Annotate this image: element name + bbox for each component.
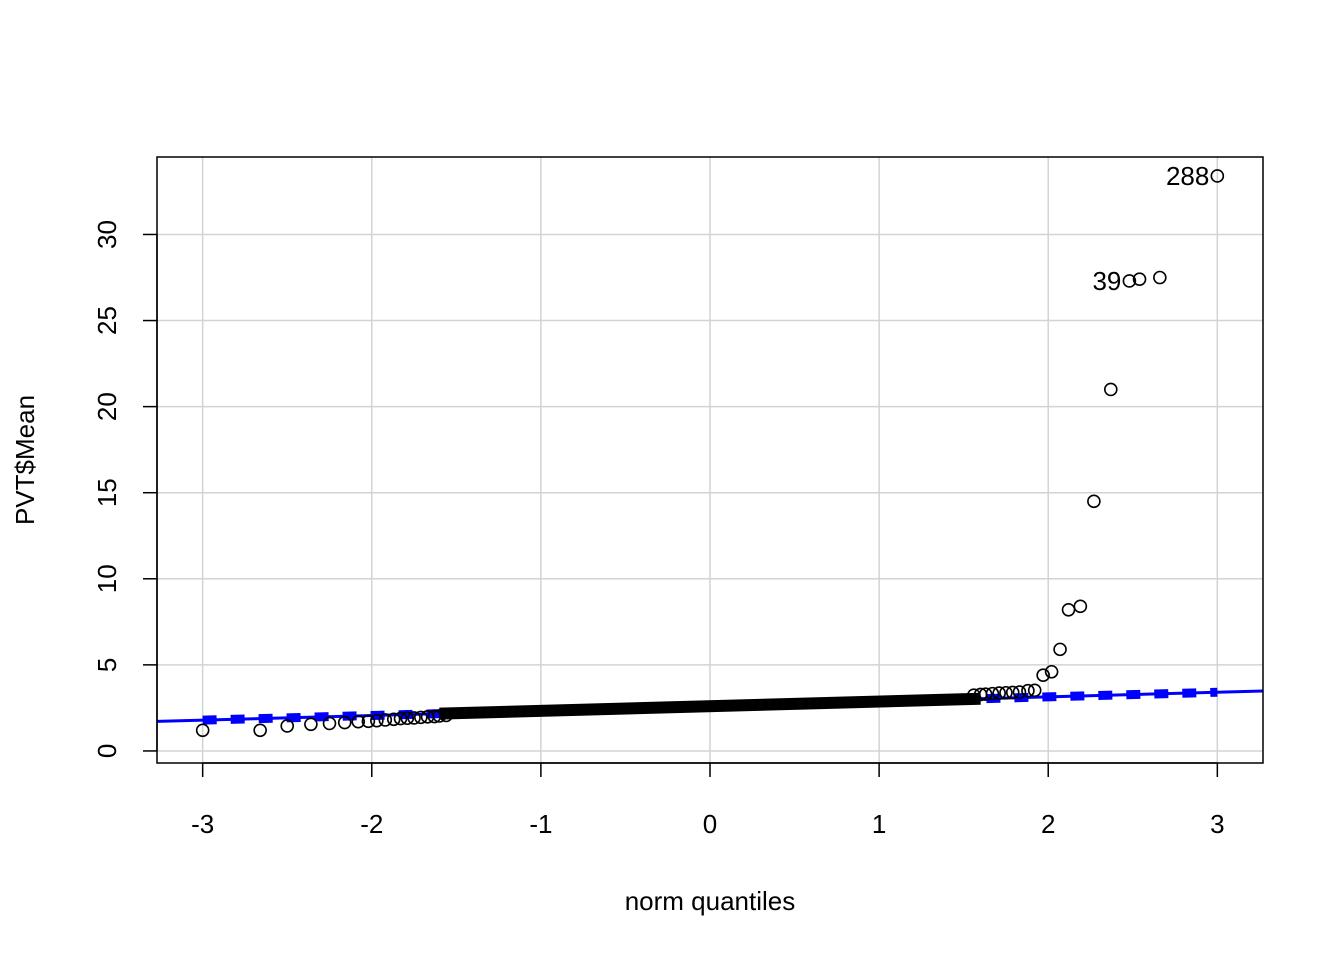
data-point (337, 715, 352, 730)
grid-lines (157, 157, 1263, 763)
data-point (978, 687, 993, 701)
y-tick-label: 15 (92, 478, 122, 507)
data-point (378, 713, 393, 727)
data-point (253, 723, 267, 738)
data-point (370, 713, 384, 728)
y-axis: 0 5 10 15 20 25 30 (92, 220, 158, 758)
y-tick-label: 0 (92, 744, 122, 758)
x-tick-label: -1 (529, 809, 552, 839)
x-tick-label: 3 (1210, 809, 1224, 839)
data-point (195, 723, 210, 738)
data-point (1153, 270, 1167, 285)
data-point (393, 711, 408, 726)
data-point (1087, 494, 1101, 509)
y-axis-label: PVT$Mean (10, 395, 40, 525)
y-tick-label: 30 (92, 220, 122, 249)
data-point (1103, 382, 1118, 397)
x-tick-label: -3 (191, 809, 214, 839)
x-tick-label: 0 (703, 809, 717, 839)
data-point (439, 708, 453, 723)
data-point (304, 717, 318, 732)
x-axis: -3 -2 -1 0 1 2 3 (191, 762, 1225, 839)
data-point (999, 685, 1013, 700)
data-point (1210, 169, 1225, 183)
point-label: 39 (1092, 266, 1121, 296)
x-axis-label: norm quantiles (625, 886, 796, 916)
y-tick-label: 5 (92, 658, 122, 672)
y-tick-label: 25 (92, 306, 122, 335)
y-tick-label: 10 (92, 564, 122, 593)
data-point (1073, 599, 1088, 614)
data-point (1122, 274, 1137, 288)
x-tick-label: 1 (872, 809, 886, 839)
data-point (1044, 664, 1059, 679)
reference-envelope-core (439, 692, 981, 720)
data-point (1027, 683, 1042, 698)
data-point (361, 714, 376, 729)
data-point (985, 686, 1000, 701)
data-point (1061, 602, 1076, 617)
data-point (407, 711, 421, 725)
data-point (1036, 668, 1050, 682)
data-point (386, 712, 401, 727)
data-point (1012, 685, 1027, 699)
data-point (400, 711, 415, 726)
data-point (351, 714, 366, 729)
y-tick-label: 20 (92, 392, 122, 421)
data-point (280, 719, 295, 733)
data-point (1053, 642, 1067, 657)
point-label: 288 (1166, 161, 1209, 191)
data-point (322, 716, 337, 731)
x-tick-label: -2 (360, 809, 383, 839)
data-point (1132, 272, 1147, 287)
data-point (1021, 683, 1035, 698)
data-point (992, 686, 1006, 700)
data-point (1005, 685, 1020, 700)
x-tick-label: 2 (1041, 809, 1055, 839)
data-point (432, 709, 447, 723)
data-points (195, 169, 1225, 738)
point-annotations: 288 39 (1092, 161, 1209, 296)
data-point (414, 710, 428, 725)
